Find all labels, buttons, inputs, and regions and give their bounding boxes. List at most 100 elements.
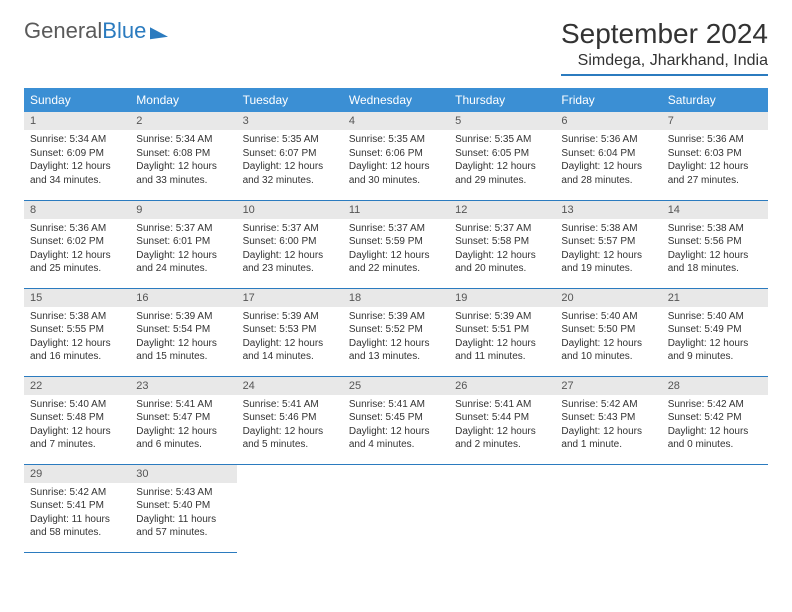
day-details: Sunrise: 5:40 AMSunset: 5:50 PMDaylight:… [555,307,661,370]
sunset-text: Sunset: 6:06 PM [349,147,443,161]
calendar-week-row: 15Sunrise: 5:38 AMSunset: 5:55 PMDayligh… [24,288,768,376]
daylight-text: Daylight: 12 hours and 27 minutes. [668,160,762,187]
day-details: Sunrise: 5:36 AMSunset: 6:03 PMDaylight:… [662,130,768,193]
sunrise-text: Sunrise: 5:38 AM [561,222,655,236]
day-details: Sunrise: 5:38 AMSunset: 5:56 PMDaylight:… [662,219,768,282]
calendar-empty-cell [343,464,449,552]
day-number: 19 [449,289,555,307]
day-details: Sunrise: 5:39 AMSunset: 5:54 PMDaylight:… [130,307,236,370]
sunrise-text: Sunrise: 5:40 AM [30,398,124,412]
calendar-day-cell: 6Sunrise: 5:36 AMSunset: 6:04 PMDaylight… [555,112,661,200]
day-number: 11 [343,201,449,219]
sunrise-text: Sunrise: 5:40 AM [668,310,762,324]
day-details: Sunrise: 5:39 AMSunset: 5:51 PMDaylight:… [449,307,555,370]
calendar-day-cell: 25Sunrise: 5:41 AMSunset: 5:45 PMDayligh… [343,376,449,464]
sunset-text: Sunset: 5:49 PM [668,323,762,337]
sunrise-text: Sunrise: 5:37 AM [243,222,337,236]
sunset-text: Sunset: 6:00 PM [243,235,337,249]
sunset-text: Sunset: 6:03 PM [668,147,762,161]
logo: GeneralBlue [24,18,168,44]
calendar-day-cell: 26Sunrise: 5:41 AMSunset: 5:44 PMDayligh… [449,376,555,464]
day-details: Sunrise: 5:34 AMSunset: 6:09 PMDaylight:… [24,130,130,193]
sunset-text: Sunset: 6:07 PM [243,147,337,161]
daylight-text: Daylight: 11 hours and 57 minutes. [136,513,230,540]
daylight-text: Daylight: 12 hours and 33 minutes. [136,160,230,187]
sunrise-text: Sunrise: 5:36 AM [668,133,762,147]
daylight-text: Daylight: 12 hours and 9 minutes. [668,337,762,364]
calendar-day-cell: 29Sunrise: 5:42 AMSunset: 5:41 PMDayligh… [24,464,130,552]
day-number: 6 [555,112,661,130]
daylight-text: Daylight: 12 hours and 32 minutes. [243,160,337,187]
day-details: Sunrise: 5:35 AMSunset: 6:05 PMDaylight:… [449,130,555,193]
day-details: Sunrise: 5:36 AMSunset: 6:02 PMDaylight:… [24,219,130,282]
day-number: 4 [343,112,449,130]
sunset-text: Sunset: 5:50 PM [561,323,655,337]
day-number: 3 [237,112,343,130]
calendar-week-row: 8Sunrise: 5:36 AMSunset: 6:02 PMDaylight… [24,200,768,288]
calendar-day-cell: 13Sunrise: 5:38 AMSunset: 5:57 PMDayligh… [555,200,661,288]
day-number: 18 [343,289,449,307]
sunrise-text: Sunrise: 5:42 AM [561,398,655,412]
sunset-text: Sunset: 5:58 PM [455,235,549,249]
day-number: 24 [237,377,343,395]
sunrise-text: Sunrise: 5:42 AM [668,398,762,412]
sunset-text: Sunset: 6:05 PM [455,147,549,161]
daylight-text: Daylight: 12 hours and 25 minutes. [30,249,124,276]
sunset-text: Sunset: 6:01 PM [136,235,230,249]
daylight-text: Daylight: 12 hours and 28 minutes. [561,160,655,187]
sunrise-text: Sunrise: 5:37 AM [349,222,443,236]
sunrise-text: Sunrise: 5:34 AM [136,133,230,147]
day-number: 13 [555,201,661,219]
sunset-text: Sunset: 5:57 PM [561,235,655,249]
calendar-empty-cell [449,464,555,552]
day-number: 20 [555,289,661,307]
sunrise-text: Sunrise: 5:38 AM [30,310,124,324]
daylight-text: Daylight: 12 hours and 0 minutes. [668,425,762,452]
calendar-day-cell: 17Sunrise: 5:39 AMSunset: 5:53 PMDayligh… [237,288,343,376]
weekday-header: Sunday [24,88,130,112]
daylight-text: Daylight: 12 hours and 11 minutes. [455,337,549,364]
sunrise-text: Sunrise: 5:41 AM [136,398,230,412]
calendar-empty-cell [237,464,343,552]
daylight-text: Daylight: 12 hours and 6 minutes. [136,425,230,452]
sunset-text: Sunset: 5:54 PM [136,323,230,337]
sunset-text: Sunset: 6:02 PM [30,235,124,249]
calendar-day-cell: 19Sunrise: 5:39 AMSunset: 5:51 PMDayligh… [449,288,555,376]
sunset-text: Sunset: 5:45 PM [349,411,443,425]
daylight-text: Daylight: 12 hours and 7 minutes. [30,425,124,452]
location-label: Simdega, Jharkhand, India [561,52,768,76]
daylight-text: Daylight: 12 hours and 24 minutes. [136,249,230,276]
calendar-day-cell: 10Sunrise: 5:37 AMSunset: 6:00 PMDayligh… [237,200,343,288]
daylight-text: Daylight: 12 hours and 18 minutes. [668,249,762,276]
day-details: Sunrise: 5:37 AMSunset: 5:59 PMDaylight:… [343,219,449,282]
day-details: Sunrise: 5:41 AMSunset: 5:45 PMDaylight:… [343,395,449,458]
logo-text-1: General [24,18,102,44]
calendar-day-cell: 5Sunrise: 5:35 AMSunset: 6:05 PMDaylight… [449,112,555,200]
day-number: 7 [662,112,768,130]
sunrise-text: Sunrise: 5:41 AM [455,398,549,412]
day-number: 21 [662,289,768,307]
day-number: 2 [130,112,236,130]
sunrise-text: Sunrise: 5:34 AM [30,133,124,147]
weekday-header: Monday [130,88,236,112]
sunset-text: Sunset: 5:55 PM [30,323,124,337]
daylight-text: Daylight: 12 hours and 16 minutes. [30,337,124,364]
day-number: 10 [237,201,343,219]
calendar-day-cell: 8Sunrise: 5:36 AMSunset: 6:02 PMDaylight… [24,200,130,288]
day-number: 30 [130,465,236,483]
sunrise-text: Sunrise: 5:35 AM [243,133,337,147]
sunrise-text: Sunrise: 5:36 AM [561,133,655,147]
calendar-day-cell: 1Sunrise: 5:34 AMSunset: 6:09 PMDaylight… [24,112,130,200]
calendar-day-cell: 23Sunrise: 5:41 AMSunset: 5:47 PMDayligh… [130,376,236,464]
day-number: 27 [555,377,661,395]
day-number: 16 [130,289,236,307]
calendar-day-cell: 9Sunrise: 5:37 AMSunset: 6:01 PMDaylight… [130,200,236,288]
calendar-table: SundayMondayTuesdayWednesdayThursdayFrid… [24,88,768,553]
logo-text-2: Blue [102,18,146,44]
calendar-day-cell: 16Sunrise: 5:39 AMSunset: 5:54 PMDayligh… [130,288,236,376]
sunset-text: Sunset: 5:47 PM [136,411,230,425]
weekday-header: Wednesday [343,88,449,112]
sunset-text: Sunset: 5:40 PM [136,499,230,513]
sunset-text: Sunset: 5:48 PM [30,411,124,425]
day-details: Sunrise: 5:39 AMSunset: 5:53 PMDaylight:… [237,307,343,370]
